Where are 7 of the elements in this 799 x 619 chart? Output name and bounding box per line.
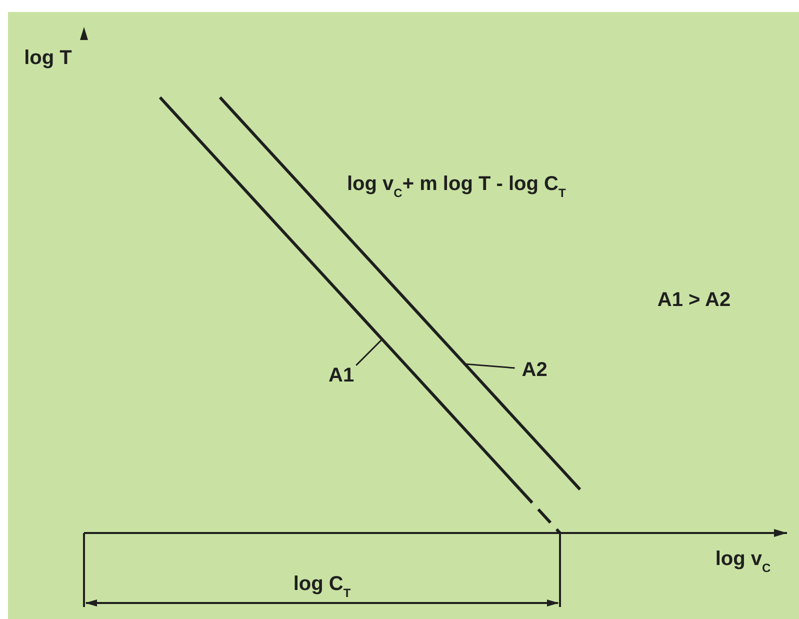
text: log C$_{T}$ bbox=[293, 573, 352, 600]
y-axis-title: log T bbox=[24, 47, 72, 69]
annotation: log v$_{C}$+ m log T - log C$_{T}$ bbox=[347, 173, 566, 200]
legend-label: A2 bbox=[522, 358, 548, 381]
series-label: A1 bbox=[328, 364, 354, 386]
annotation: A1 > A2 bbox=[657, 289, 731, 311]
x-axis-title: log v$_{C}$ bbox=[715, 548, 771, 575]
